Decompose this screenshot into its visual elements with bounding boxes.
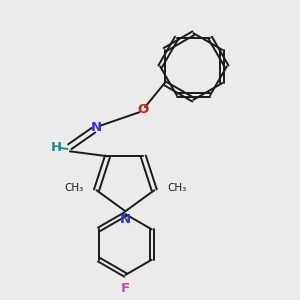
Text: O: O bbox=[137, 103, 148, 116]
Text: H: H bbox=[51, 141, 62, 154]
Text: N: N bbox=[120, 213, 131, 226]
Text: N: N bbox=[91, 121, 102, 134]
Text: F: F bbox=[121, 282, 130, 295]
Text: CH₃: CH₃ bbox=[167, 183, 187, 193]
Text: CH₃: CH₃ bbox=[64, 183, 83, 193]
